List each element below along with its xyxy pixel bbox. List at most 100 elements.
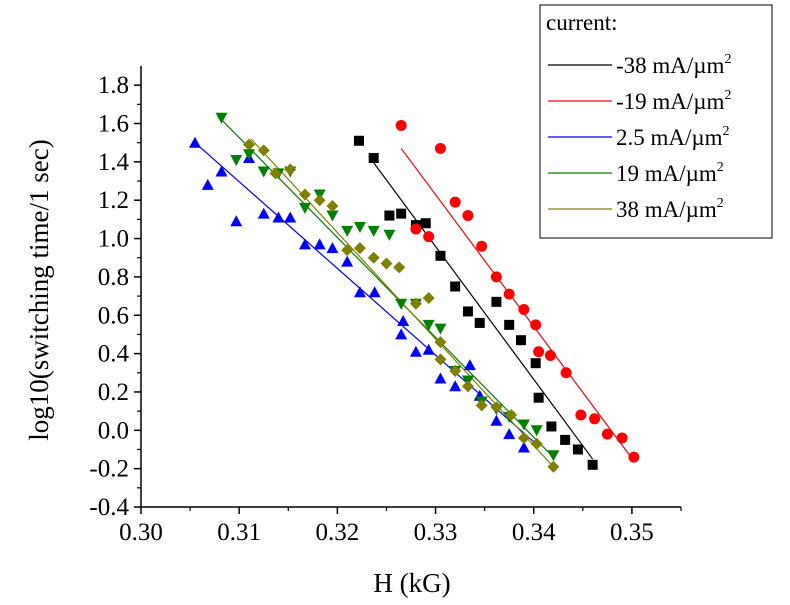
data-point [410,223,422,235]
x-axis: 0.30 0.31 0.32 0.33 0.34 0.35 [119,507,682,546]
data-point [397,315,410,327]
data-point [368,286,381,298]
data-point [313,194,326,207]
data-point [422,319,435,331]
x-tick-label: 0.31 [217,519,261,546]
data-point [326,242,339,254]
data-point [462,306,473,317]
data-point [546,421,557,432]
legend-label-5: 38 mA/µm2 [616,196,724,222]
y-tick-label: 1.4 [98,149,130,176]
legend-box [539,4,773,239]
data-point [560,367,572,379]
legend-label-4: 19 mA/µm2 [616,160,724,186]
data-point [515,335,526,346]
data-point [517,419,530,431]
data-point [491,296,502,307]
series-3-points [189,136,530,453]
data-point [504,319,515,330]
data-point [434,372,447,384]
data-point [490,271,502,283]
data-point [257,144,270,157]
data-point [409,297,422,310]
data-point [450,281,461,292]
data-point [313,238,326,250]
data-point [420,218,431,229]
fit-line-series-4 [221,119,554,458]
data-point [422,343,435,355]
data-point [517,431,530,444]
legend-label-3: 2.5 mA/µm2 [616,124,730,150]
data-point [505,408,518,421]
data-point [449,364,462,377]
series-5-points [243,138,560,473]
y-tick-label: 0.6 [98,302,129,329]
y-tick-label: 1.0 [98,226,129,253]
data-point [560,434,571,445]
data-point [530,437,543,450]
data-point [326,210,339,222]
y-axis-title: log10(switching time/1 sec) [24,139,54,440]
x-tick-label: 0.32 [315,519,359,546]
data-point [298,188,311,201]
fit-line-series-2 [400,148,635,462]
legend-label-2: -19 mA/µm2 [616,88,731,114]
y-tick-label: 1.6 [98,111,129,138]
data-point [518,304,530,316]
series-2-points [395,119,640,463]
data-point [396,208,407,219]
data-point [530,319,542,331]
y-tick-label: 1.2 [98,187,129,214]
data-point [434,353,447,366]
data-point [575,409,587,421]
data-point [490,414,503,426]
legend-label-superscript: 2 [717,160,724,175]
data-point [215,165,228,177]
data-point [257,166,270,178]
legend-label-superscript: 2 [717,196,724,211]
legend-label-1: -38 mA/µm2 [616,52,731,78]
data-point [215,112,228,124]
data-point [269,167,282,180]
data-point [449,380,462,392]
data-point [298,202,311,214]
data-point [353,242,366,255]
data-point [544,350,556,362]
data-point [384,210,395,221]
data-point [284,163,297,176]
data-point [463,359,476,371]
data-point [284,211,297,223]
data-point [628,451,640,463]
data-point [462,210,474,222]
data-point [383,229,396,241]
x-tick-label: 0.33 [414,519,458,546]
data-point [474,317,485,328]
data-point [533,392,544,403]
legend-label-superscript: 2 [724,88,731,103]
data-point [367,225,380,237]
data-point [341,225,354,237]
data-point [434,323,447,335]
plot-area [140,66,681,508]
x-tick-label: 0.34 [512,519,556,546]
data-point [530,425,543,437]
legend-label-superscript: 2 [724,52,731,67]
legend: current: -38 mA/µm2 -19 mA/µm2 2.5 mA/µm2 1… [539,4,773,239]
data-point [601,428,613,440]
data-point [533,346,545,358]
fit-line-series-3 [194,142,535,443]
x-tick-label: 0.30 [119,519,163,546]
data-point [616,432,628,444]
data-point [490,401,503,414]
data-point [449,196,461,208]
data-point [409,345,422,357]
data-point [395,298,408,310]
y-tick-label: 0.2 [98,379,129,406]
data-point [503,288,515,300]
y-axis: -0.4 -0.2 0.0 0.2 0.4 0.6 0.8 1.0 1.2 1.4 1.6 1.8 [89,72,141,521]
fit-line-series-1 [368,155,594,460]
x-tick-label: 0.35 [610,519,654,546]
data-point [341,244,354,257]
data-point [423,231,435,243]
